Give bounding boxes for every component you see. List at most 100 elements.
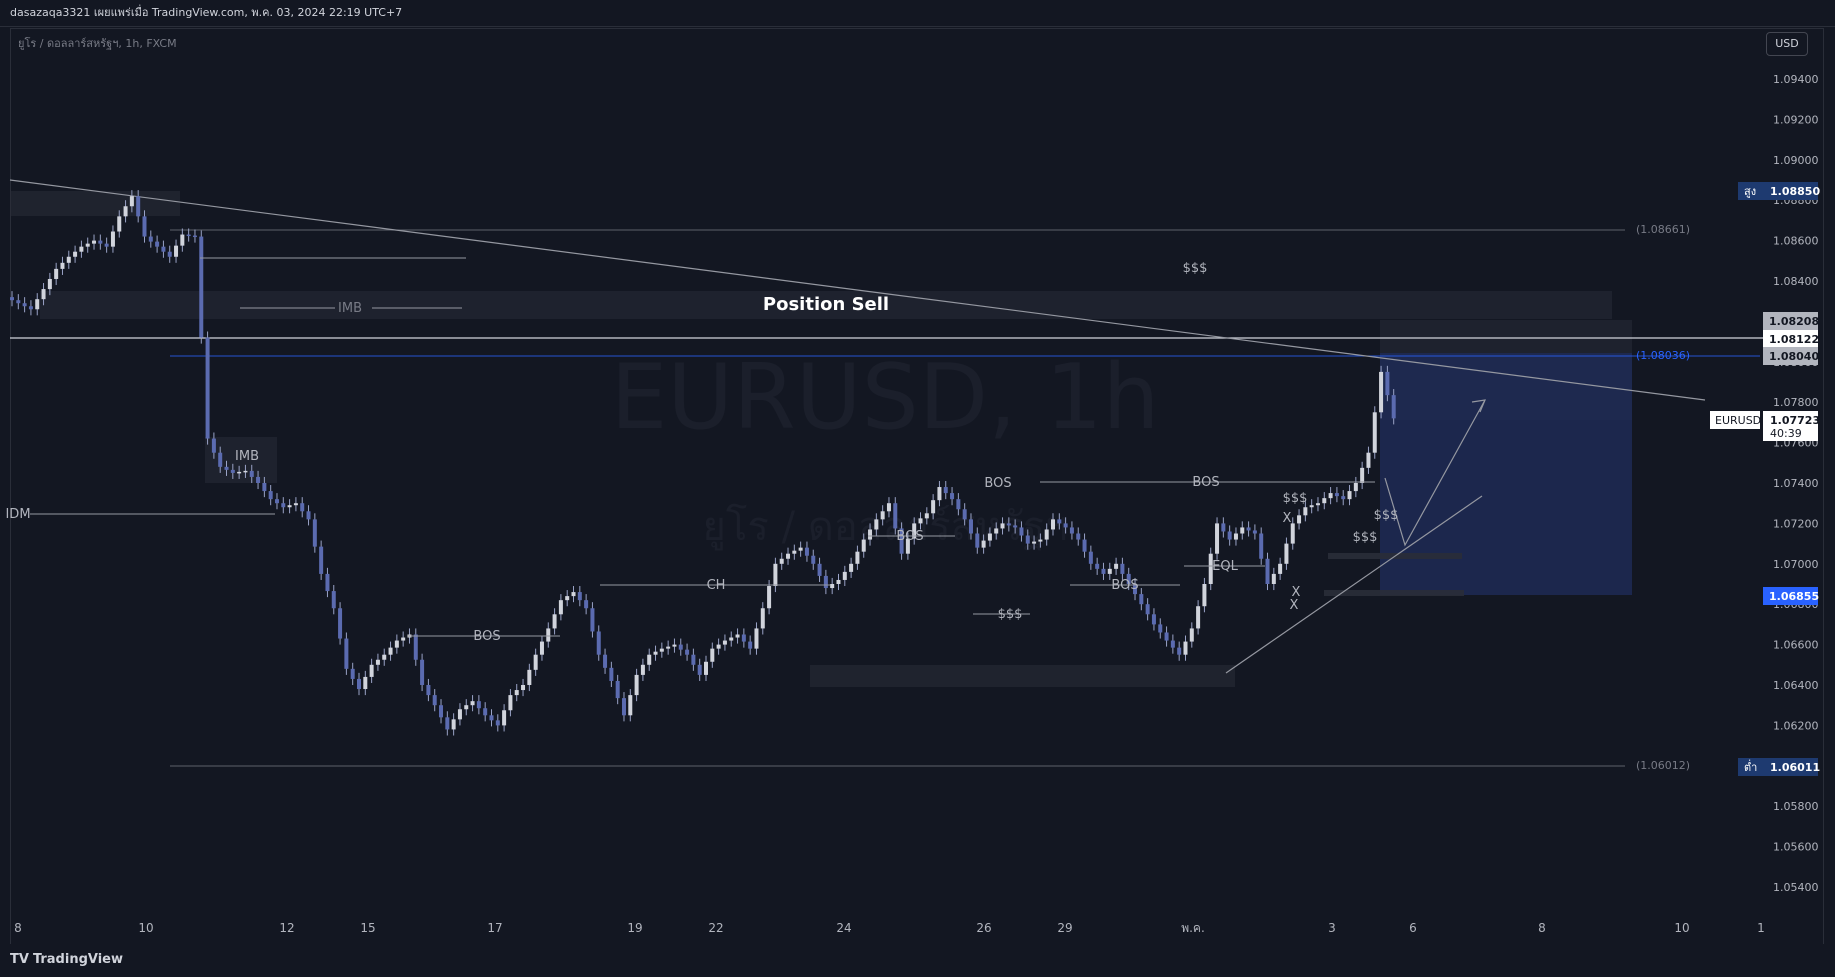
candle-body <box>691 654 696 665</box>
x-tick-label: 12 <box>279 921 294 935</box>
candle-body <box>306 511 311 520</box>
price-label-value: 1.08208 <box>1769 315 1819 328</box>
candle-body <box>956 499 961 510</box>
y-tick-label: 1.07200 <box>1773 517 1819 530</box>
imb-zone <box>40 291 1612 319</box>
candle-body <box>319 546 324 574</box>
candle-body <box>1063 523 1068 528</box>
high-label-box <box>1738 182 1818 200</box>
candle-body <box>792 550 797 554</box>
x-tick-label: 6 <box>1409 921 1417 935</box>
candle-body <box>855 551 860 564</box>
candle-body <box>1196 606 1201 629</box>
candle-body <box>476 701 481 709</box>
candle-body <box>1076 533 1081 540</box>
x-tick-label: พ.ค. <box>1181 921 1205 935</box>
candle-body <box>167 251 172 257</box>
candle-body <box>672 644 677 647</box>
candle-body <box>495 720 500 726</box>
candle-body <box>1114 563 1119 569</box>
candle-body <box>1202 584 1207 607</box>
candle-body <box>678 644 683 650</box>
candle-body <box>98 240 103 244</box>
annotation-label: CH <box>707 578 726 593</box>
projection-arrowhead <box>1471 399 1486 413</box>
x-tick-label: 1 <box>1757 921 1765 935</box>
candle-body <box>1271 573 1276 584</box>
candle-body <box>73 251 78 257</box>
x-tick-label: 17 <box>487 921 502 935</box>
candle-body <box>117 216 122 232</box>
brand[interactable]: TV TradingView <box>10 952 123 967</box>
candle-body <box>868 529 873 540</box>
candle-body <box>199 236 204 338</box>
candle-body <box>205 337 210 439</box>
candle-body <box>192 235 197 238</box>
candle-body <box>823 575 828 589</box>
price-label-box <box>1763 330 1818 348</box>
candle-body <box>457 709 462 720</box>
candle-body <box>735 634 740 638</box>
candle-body <box>1069 527 1074 534</box>
candle-body <box>1101 568 1106 574</box>
annotation-label: $$$ <box>1353 530 1378 545</box>
watermark-sub: ยูโร / ดอลลาร์สหรัฐฯ <box>702 504 1067 551</box>
x-tick-label: 10 <box>1674 921 1689 935</box>
y-tick-label: 1.05400 <box>1773 881 1819 894</box>
candle-body <box>634 674 639 696</box>
candle-body <box>508 695 513 711</box>
x-tick-label: 15 <box>360 921 375 935</box>
candle-body <box>1278 563 1283 574</box>
x-tick-label: 24 <box>836 921 851 935</box>
annotation-label: BOS <box>473 629 500 644</box>
candle-body <box>830 584 835 589</box>
candle-body <box>1095 563 1100 569</box>
candle-body <box>186 234 191 237</box>
candle-body <box>584 600 589 609</box>
candle-body <box>912 523 917 539</box>
candle-body <box>565 596 570 601</box>
candle-body <box>1297 515 1302 524</box>
candle-body <box>1044 529 1049 540</box>
candle-body <box>931 500 936 514</box>
candle-body <box>331 591 336 609</box>
currency-button[interactable]: USD <box>1766 32 1808 56</box>
annotation-label: IMB <box>235 449 259 464</box>
demand-zone <box>810 665 1235 687</box>
candle-body <box>1145 604 1150 615</box>
candle-body <box>85 243 90 247</box>
y-tick-label: 1.05800 <box>1773 800 1819 813</box>
candle-body <box>312 519 317 547</box>
candle-body <box>1164 632 1169 641</box>
candle-body <box>842 571 847 580</box>
candle-body <box>1322 498 1327 504</box>
annotation-label: $$$ <box>1183 261 1208 276</box>
candle-body <box>1051 519 1055 530</box>
x-tick-label: 22 <box>708 921 723 935</box>
x-tick-label: 29 <box>1057 921 1072 935</box>
candle-body <box>603 654 608 668</box>
candle-body <box>798 547 803 551</box>
y-tick-label: 1.07000 <box>1773 558 1819 571</box>
price-label-box <box>1763 312 1818 330</box>
annotation-label: BOS <box>1111 578 1138 593</box>
symbol-label: EURUSD <box>1715 414 1761 427</box>
candle-body <box>224 466 229 470</box>
symbol-label-box <box>1710 411 1760 429</box>
candle-body <box>1208 553 1213 584</box>
candle-body <box>1025 535 1030 544</box>
candle-body <box>1170 640 1175 648</box>
candle-body <box>716 644 721 649</box>
supply-zone <box>10 191 180 216</box>
candle-body <box>1227 531 1232 540</box>
brand-name: TradingView <box>32 952 123 967</box>
candle-body <box>1133 584 1138 595</box>
candle-body <box>924 513 929 519</box>
candle-body <box>710 648 715 662</box>
y-tick-label: 1.08400 <box>1773 275 1819 288</box>
candle-body <box>1379 371 1384 413</box>
ascending-trendline <box>1225 495 1483 674</box>
candle-body <box>502 710 507 726</box>
candle-body <box>558 600 563 615</box>
